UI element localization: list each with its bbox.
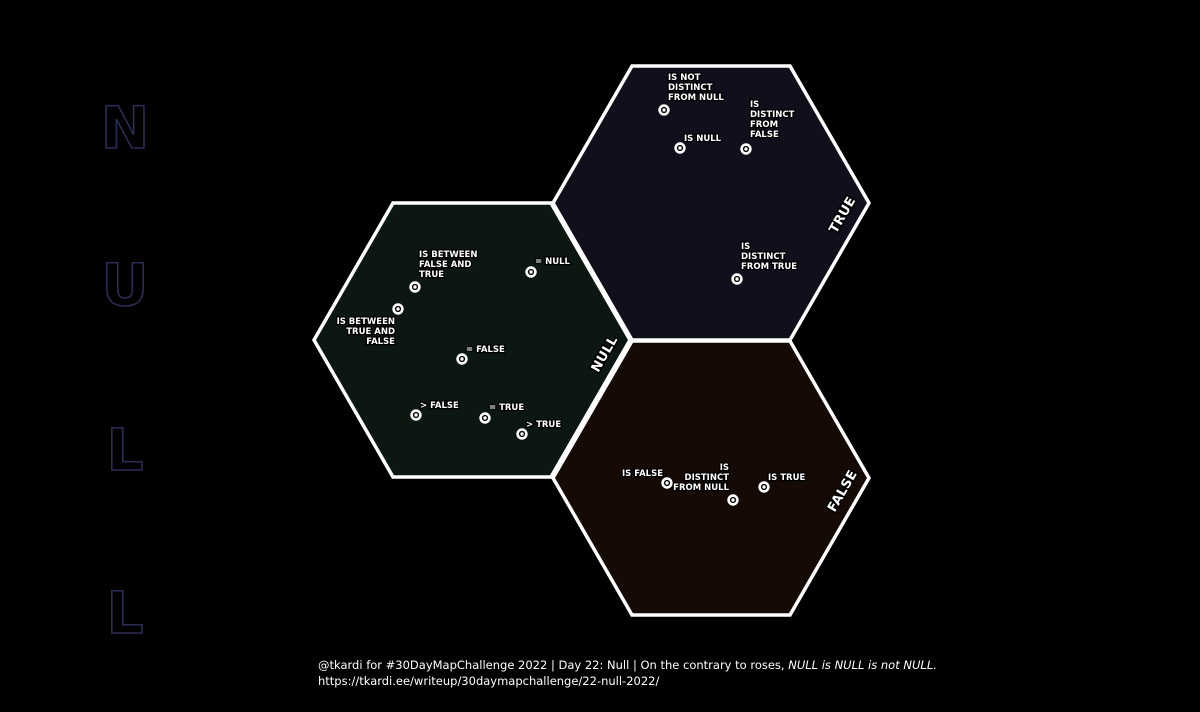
side-title-letter-2: U: [101, 251, 148, 319]
point-true-4: IS DISTINCT FROM TRUE: [731, 241, 799, 285]
point-marker-core: [762, 485, 766, 489]
point-marker-core: [413, 285, 417, 289]
side-title-letter-4: L: [107, 579, 144, 647]
point-false-1: IS FALSE: [621, 468, 673, 489]
point-label-line: DISTINCT: [750, 110, 795, 120]
point-marker-core: [662, 108, 666, 112]
point-label: IS DISTINCT FROM NULL: [673, 463, 729, 493]
point-label-line: FALSE: [750, 130, 779, 140]
point-label: IS TRUE: [768, 473, 805, 483]
point-marker-core: [665, 481, 669, 485]
point-label-line: FROM TRUE: [741, 262, 797, 272]
point-label-line: = NULL: [535, 257, 571, 267]
point-marker-core: [460, 357, 464, 361]
point-true-1: IS NOT DISTINCT FROM NULL: [658, 72, 726, 116]
point-label-line: IS NULL: [684, 134, 722, 144]
point-marker-core: [744, 147, 748, 151]
point-label-line: IS: [720, 463, 729, 473]
point-label-line: TRUE: [419, 270, 444, 280]
point-label: IS NULL: [684, 134, 722, 144]
footer-credits: @tkardi for #30DayMapChallenge 2022 | Da…: [318, 657, 937, 689]
point-null-4: = FALSE: [456, 344, 506, 365]
point-label-line: DISTINCT: [668, 83, 713, 93]
point-label: IS BETWEEN TRUE AND FALSE: [337, 317, 396, 347]
point-label-line: FROM: [750, 120, 778, 130]
point-label-line: IS FALSE: [622, 469, 663, 479]
point-marker-core: [414, 413, 418, 417]
point-false-2: IS DISTINCT FROM NULL: [672, 462, 739, 506]
side-title: N U L L: [100, 93, 150, 648]
point-label: = TRUE: [489, 403, 524, 413]
point-label: IS BETWEEN FALSE AND TRUE: [419, 250, 477, 280]
point-label-line: DISTINCT: [685, 473, 730, 483]
point-label-line: FALSE: [366, 337, 395, 347]
point-true-3: IS NULL: [674, 133, 723, 154]
point-label: IS DISTINCT FROM TRUE: [741, 242, 797, 272]
point-marker-core: [520, 432, 524, 436]
point-true-2: IS DISTINCT FROM FALSE: [740, 99, 796, 155]
side-title-letter-3: L: [107, 416, 144, 484]
point-label-line: FROM NULL: [673, 483, 729, 493]
point-marker-core: [483, 416, 487, 420]
point-label: > TRUE: [526, 420, 561, 430]
point-null-3: IS BETWEEN TRUE AND FALSE: [335, 303, 404, 348]
point-label-line: = FALSE: [466, 345, 505, 355]
point-null-1: IS BETWEEN FALSE AND TRUE: [409, 249, 479, 293]
point-null-5: > FALSE: [410, 400, 460, 421]
point-label-line: IS NOT: [668, 73, 701, 83]
point-label: = NULL: [535, 257, 571, 267]
point-label-line: > TRUE: [526, 420, 561, 430]
footer-prefix: @tkardi for #30DayMapChallenge 2022 | Da…: [318, 658, 789, 672]
footer-url: https://tkardi.ee/writeup/30daymapchalle…: [318, 674, 660, 688]
point-label: = FALSE: [466, 345, 505, 355]
point-label-line: IS: [741, 242, 750, 252]
point-marker-core: [731, 498, 735, 502]
point-label: IS DISTINCT FROM FALSE: [750, 100, 795, 140]
point-label-line: FROM NULL: [668, 93, 724, 103]
point-null-2: = NULL: [525, 256, 572, 278]
point-label-line: IS BETWEEN: [337, 317, 395, 327]
point-label-line: FALSE AND: [419, 260, 471, 270]
hex-region-false: [550, 339, 872, 617]
point-label: IS NOT DISTINCT FROM NULL: [668, 73, 724, 103]
point-label-line: TRUE AND: [346, 327, 395, 337]
point-label: > FALSE: [420, 401, 459, 411]
point-label: IS FALSE: [622, 469, 663, 479]
footer-italic-text: NULL is NULL is not NULL.: [788, 658, 937, 672]
side-title-letter-1: N: [101, 94, 150, 162]
point-label-line: IS: [750, 100, 759, 110]
point-marker-core: [529, 270, 533, 274]
point-label-line: = TRUE: [489, 403, 524, 413]
point-marker-core: [396, 307, 400, 311]
footer-line-1: @tkardi for #30DayMapChallenge 2022 | Da…: [318, 657, 937, 673]
point-null-7: > TRUE: [516, 419, 563, 440]
point-false-3: IS TRUE: [758, 472, 807, 493]
point-marker-core: [735, 277, 739, 281]
point-label-line: IS TRUE: [768, 473, 805, 483]
point-marker-core: [678, 146, 682, 150]
point-label-line: > FALSE: [420, 401, 459, 411]
point-label-line: DISTINCT: [741, 252, 786, 262]
point-label-line: IS BETWEEN: [419, 250, 477, 260]
point-null-6: = TRUE: [479, 402, 526, 424]
